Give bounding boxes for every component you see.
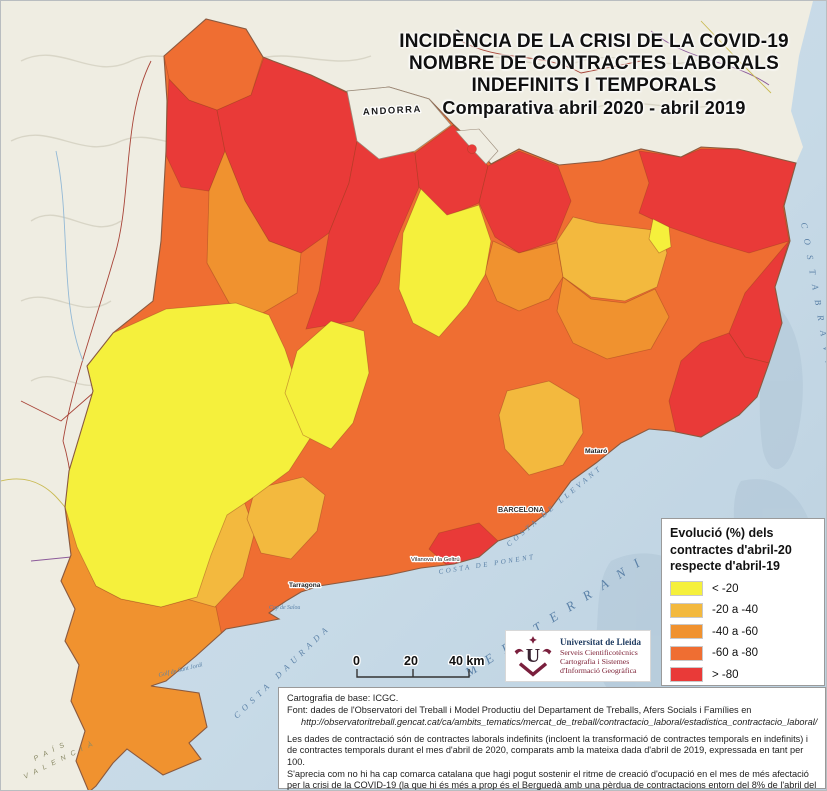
legend-label: -40 a -60 [712,625,759,638]
logo-line: d'Informació Geogràfica [560,666,637,676]
label-andorra: ANDORRA [363,104,423,118]
label-vilanova: Vilanova i la Geltrú [411,557,460,563]
source-font: Font: dades de l'Observatori del Treball… [287,704,752,715]
france-notch [455,128,499,165]
scale-40km: 40 km [449,654,484,668]
legend-swatch-red [670,667,703,682]
catalonia-border [60,18,797,790]
title-line-1: INCIDÈNCIA DE LA CRISI DE LA COVID-19 [399,31,789,52]
legend-row: > -80 [670,667,816,683]
legend-row: -40 a -60 [670,624,816,640]
region-solsones [284,320,370,450]
legend-label: -60 a -80 [712,647,759,659]
legend-label: < -20 [712,582,739,595]
map-title: INCIDÈNCIA DE LA CRISI DE LA COVID-19 NO… [359,31,826,119]
region-pallars-jussa [206,149,302,314]
region-valles-oriental-nord [556,276,670,360]
title-line-4: Comparativa abril 2020 - abril 2019 [442,98,746,118]
source-url: http://observatoritreball.gencat.cat/ca/… [301,717,818,728]
legend-label: > -80 [712,668,739,681]
title-line-2: NOMBRE DE CONTRACTES LABORALS [409,53,779,74]
region-llivia [467,144,477,154]
label-mataro: Mataró [585,448,607,455]
source-cartography: Cartografia de base: ICGC. [287,693,399,703]
logo-line: Serveis Cientificotècnics [560,647,638,657]
logo-line: Cartografia i Sistemes [560,656,630,666]
university-name: Universitat de Lleida [560,636,641,647]
region-pla-estany [648,218,672,254]
region-osona [556,216,668,302]
andorra-area [346,86,452,160]
legend-swatch-dark-orange [670,645,703,661]
region-bergueda [398,188,492,338]
note-paragraph-1: Les dades de contractació són de contrac… [287,733,808,767]
legend-row: -60 a -80 [670,645,816,661]
label-tarragona: Tarragona [289,582,321,589]
region-conca-barbera [246,476,326,560]
note-paragraph-2: S'aprecia com no hi ha cap comarca catal… [287,768,817,791]
region-ripolles [478,150,572,254]
region-llucanes [484,240,564,312]
legend-swatch-yellow [670,581,703,596]
source-notes-box: Cartografia de base: ICGC. Font: dades d… [278,687,826,791]
udl-logo-icon: U [514,636,552,677]
university-logo-box: U Universitat de Lleida Serveis Cientifi… [505,630,651,682]
region-valles-occidental [498,380,584,476]
legend-title: Evolució (%) dels contractes d'abril-20 … [670,526,792,573]
scale-0: 0 [353,654,360,668]
legend-box: Evolució (%) dels contractes d'abril-20 … [661,518,825,686]
legend-row: < -20 [670,581,816,597]
scale-20: 20 [404,654,418,668]
terrain-relief-lines [10,50,722,387]
title-line-3: INDEFINITS I TEMPORALS [471,75,717,96]
label-barcelona: BARCELONA [498,505,544,514]
label-cap-de-salou: Cap de Salou [269,605,300,611]
legend-swatch-orange [670,624,703,639]
scale-bar: 0 20 40 km [352,653,486,678]
svg-text:U: U [526,645,540,667]
udl-logo-text: Universitat de Lleida Serveis Cientifico… [560,637,641,676]
legend-row: -20 a -40 [670,602,816,618]
legend-label: -20 a -40 [712,604,759,616]
legend-swatch-yellow-orange [670,602,703,618]
